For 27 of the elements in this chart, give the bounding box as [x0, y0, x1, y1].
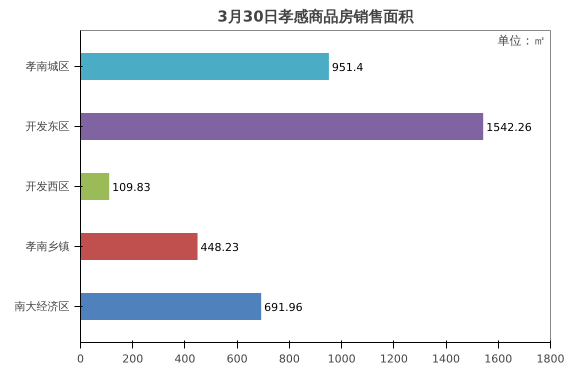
bar [80, 173, 110, 200]
chart-title: 3月30日孝感商品房销售面积 [217, 8, 415, 26]
data-label: 448.23 [200, 241, 240, 254]
x-tick-label: 1400 [432, 352, 460, 366]
y-tick-label: 孝南乡镇 [26, 240, 70, 253]
data-label: 951.4 [332, 61, 364, 74]
x-tick-label: 200 [122, 352, 144, 366]
data-label: 1542.26 [486, 121, 532, 134]
x-tick-label: 800 [278, 352, 300, 366]
x-tick-label: 1800 [536, 352, 565, 366]
data-label: 691.96 [264, 301, 303, 314]
data-label: 109.83 [112, 181, 151, 194]
bar [80, 113, 484, 140]
x-tick-label: 1200 [380, 352, 408, 366]
bar [80, 53, 329, 80]
x-tick-label: 600 [226, 352, 248, 366]
annotation: 单位：㎡ [498, 34, 546, 48]
x-tick-label: 400 [174, 352, 196, 366]
x-tick-label: 0 [77, 352, 84, 366]
y-tick-label: 开发西区 [26, 180, 70, 193]
x-tick-label: 1600 [484, 352, 512, 366]
bar [80, 293, 262, 320]
y-tick-label: 开发东区 [26, 120, 70, 133]
x-tick-label: 1000 [328, 352, 356, 366]
y-tick-label: 南大经济区 [14, 300, 70, 313]
bar [80, 233, 198, 260]
y-tick-label: 孝南城区 [26, 60, 70, 73]
